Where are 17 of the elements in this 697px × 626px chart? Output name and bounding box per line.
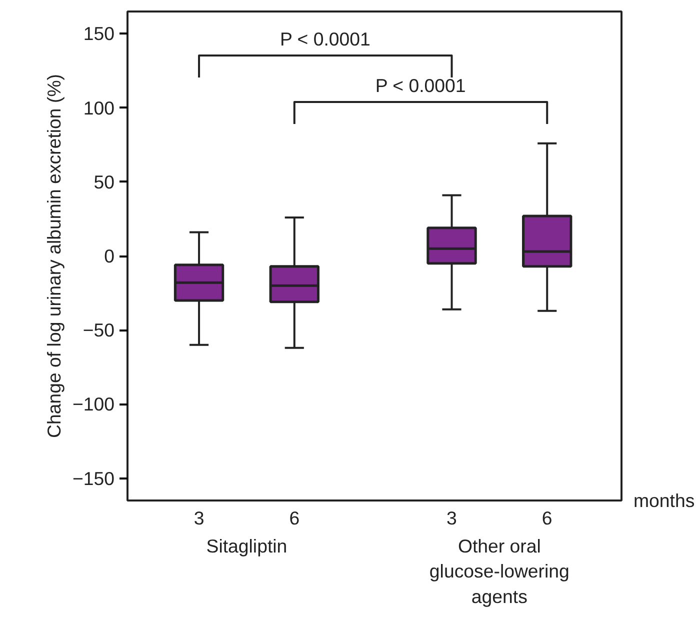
y-tick-label: −150 — [72, 468, 115, 489]
x-tick-label: 6 — [542, 508, 552, 528]
annotation: P < 0.0001 — [280, 28, 370, 50]
y-tick-label: 100 — [83, 97, 115, 118]
y-tick-label: 0 — [104, 246, 115, 266]
y-tick-label: −100 — [72, 394, 115, 415]
annotation: P < 0.0001 — [375, 74, 466, 96]
x-axis-title: months — [634, 490, 695, 511]
x-tick-label: 3 — [446, 508, 457, 528]
text: Sitagliptin — [206, 536, 288, 556]
y-axis-title: Change of log urinary albumin excretion (%) — [43, 74, 64, 438]
y-tick-label: −50 — [82, 320, 115, 341]
text: Other oral glucose-lowering agents — [429, 536, 570, 607]
y-tick-label: 150 — [83, 23, 115, 44]
y-tick-label: 50 — [94, 171, 115, 192]
x-tick-label: 3 — [194, 508, 204, 528]
x-tick-label: 6 — [289, 508, 300, 528]
